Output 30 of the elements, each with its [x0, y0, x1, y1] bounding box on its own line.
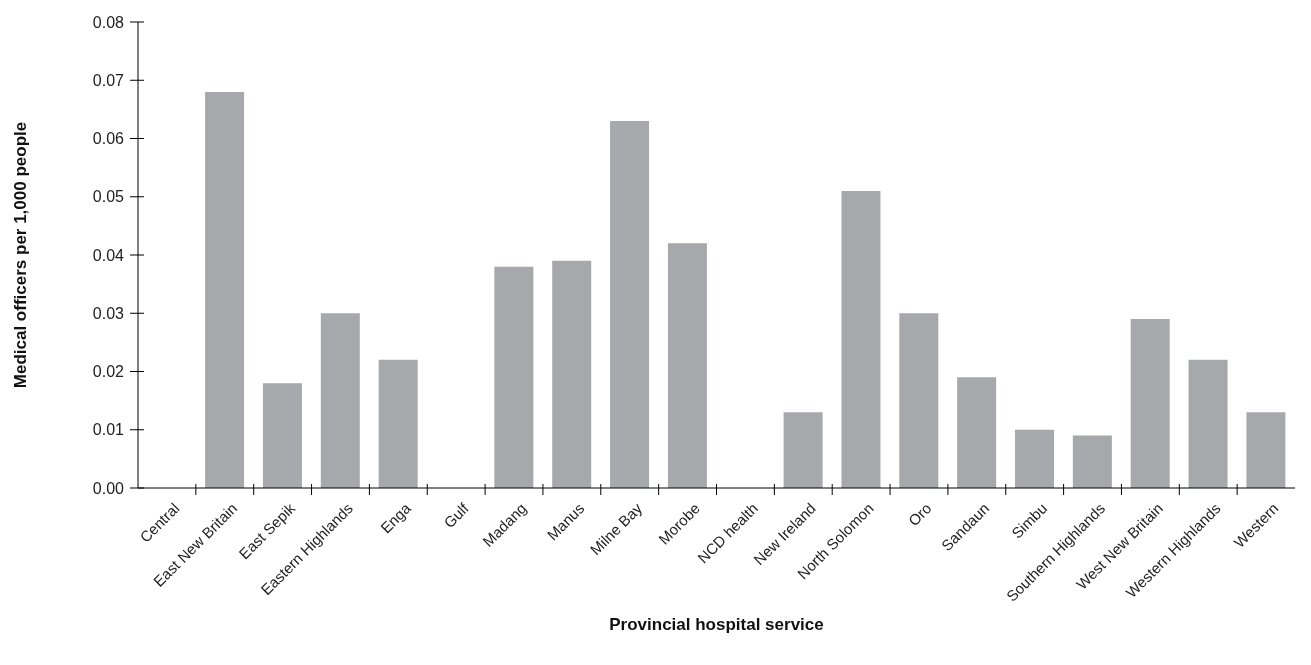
- bar: [1015, 429, 1055, 488]
- bar: [1072, 435, 1112, 488]
- y-tick-label: 0.04: [92, 246, 125, 264]
- bar: [494, 266, 534, 488]
- y-tick-label: 0.03: [92, 304, 125, 322]
- bar: [957, 377, 997, 488]
- bar: [667, 243, 707, 488]
- bar: [205, 91, 245, 488]
- y-tick-label: 0.07: [92, 71, 125, 89]
- x-axis-title: Provincial hospital service: [609, 615, 824, 634]
- bar: [1246, 412, 1286, 488]
- bar: [841, 190, 881, 488]
- bar: [1130, 319, 1170, 488]
- y-tick-label: 0.00: [92, 479, 125, 497]
- x-tick-label: Oro: [904, 499, 935, 530]
- bar: [378, 359, 418, 488]
- y-tick-label: 0.02: [92, 363, 125, 381]
- y-tick-label: 0.08: [92, 13, 125, 31]
- bar: [610, 121, 650, 488]
- x-tick-label: Gulf: [440, 498, 473, 531]
- bar: [1188, 359, 1228, 488]
- bar: [899, 313, 939, 488]
- y-axis-title: Medical officers per 1,000 people: [11, 121, 31, 389]
- bar: [783, 412, 823, 488]
- bar: [552, 260, 592, 488]
- y-tick-label: 0.05: [92, 188, 125, 206]
- y-tick-label: 0.06: [92, 130, 125, 148]
- y-tick-label: 0.01: [92, 421, 125, 439]
- bar: [262, 383, 302, 488]
- bar: [320, 313, 360, 488]
